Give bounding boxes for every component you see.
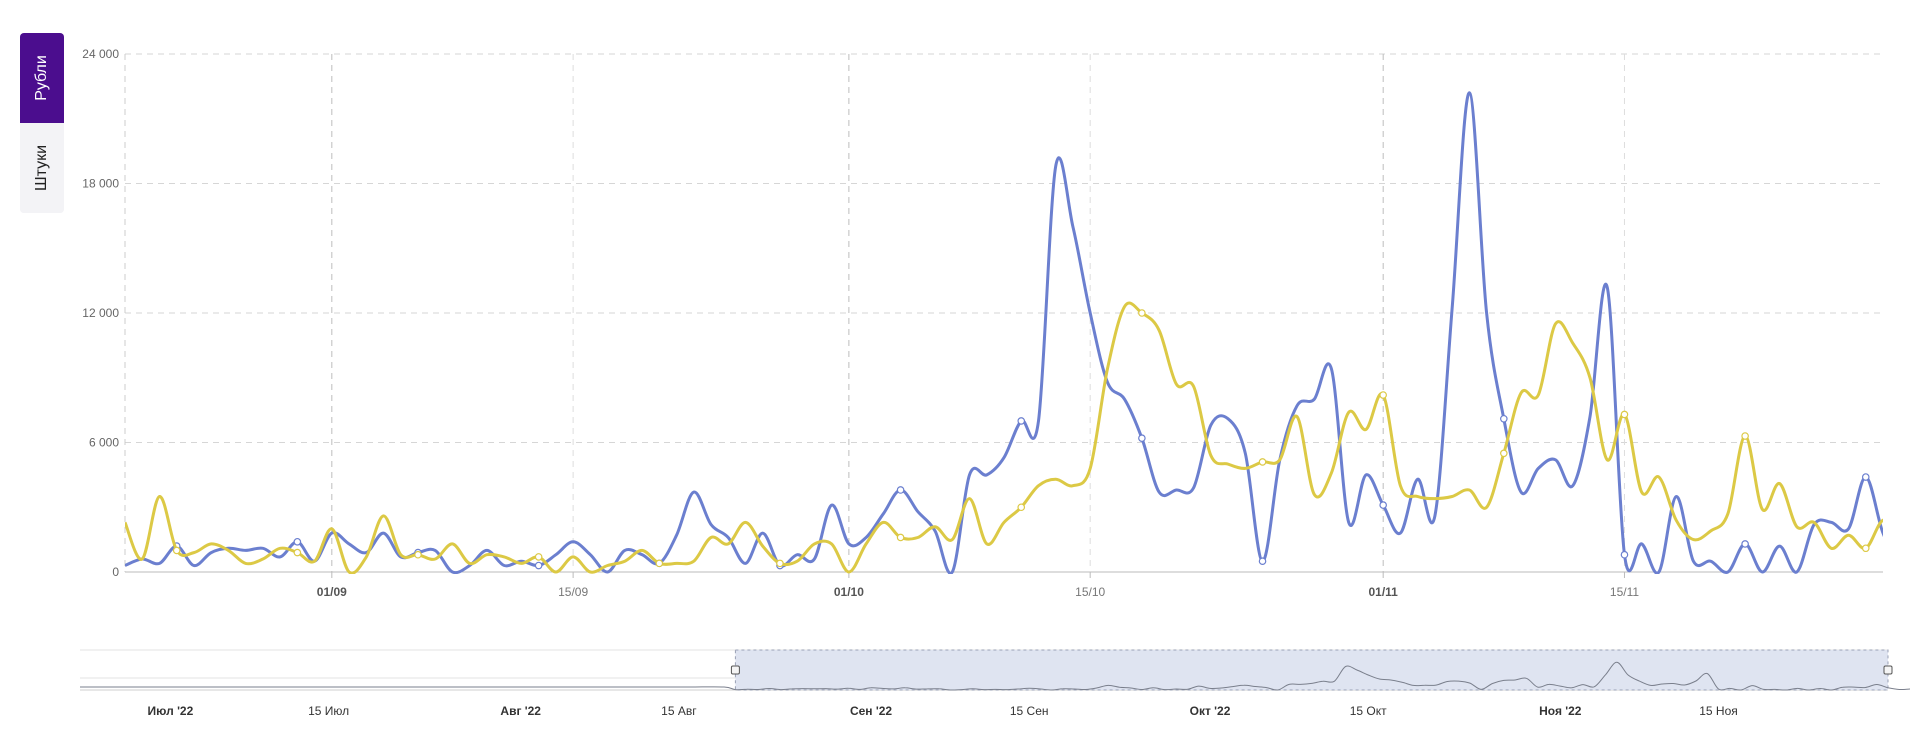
x-tick-label: 01/09 xyxy=(317,585,347,599)
series-point-0[interactable] xyxy=(1017,417,1026,425)
x-tick-label: 15/11 xyxy=(1610,585,1639,599)
navigator-tick-label: 15 Авг xyxy=(661,704,697,718)
x-tick-label: 01/10 xyxy=(834,585,864,599)
y-tick-label: 6 000 xyxy=(89,436,119,450)
series-point-0[interactable] xyxy=(1500,414,1508,423)
x-tick-label: 15/09 xyxy=(558,585,588,599)
navigator-tick-label: Сен '22 xyxy=(850,704,892,718)
navigator-right-handle[interactable] xyxy=(1883,665,1893,675)
series-point-1[interactable] xyxy=(414,550,422,559)
series-point-1[interactable] xyxy=(655,559,664,568)
series-point-1[interactable] xyxy=(1138,309,1146,317)
series-point-0[interactable] xyxy=(1138,434,1146,442)
series-point-0[interactable] xyxy=(1379,501,1387,509)
series-point-1[interactable] xyxy=(1017,503,1026,512)
navigator-tick-label: Окт '22 xyxy=(1190,704,1231,718)
plot-area xyxy=(125,91,1883,574)
series-point-1[interactable] xyxy=(1258,458,1267,466)
navigator-tick-label: 15 Окт xyxy=(1350,704,1387,718)
series-line-0 xyxy=(125,91,1883,574)
series-point-0[interactable] xyxy=(293,537,302,546)
series-point-0[interactable] xyxy=(896,486,905,494)
line-chart: 0 6 000 12 000 18 000 24 000 01/09 15/09 01/10 1… xyxy=(82,47,1883,599)
navigator-tick-label: 15 Июл xyxy=(308,704,349,718)
x-tick-label: 15/10 xyxy=(1075,585,1105,599)
series-point-0[interactable] xyxy=(1861,473,1870,481)
navigator-left-handle[interactable] xyxy=(730,665,740,675)
series-point-1[interactable] xyxy=(1620,410,1629,419)
navigator-tick-label: Июл '22 xyxy=(148,704,194,718)
series-point-1[interactable] xyxy=(534,553,543,561)
currency-toggle: Рубли Штуки xyxy=(20,33,64,213)
navigator-tick-label: 15 Ноя xyxy=(1699,704,1738,718)
series-point-1[interactable] xyxy=(776,559,784,568)
navigator-tick-label: 15 Сен xyxy=(1010,704,1049,718)
series-point-1[interactable] xyxy=(896,533,905,542)
navigator-tick-label: Ноя '22 xyxy=(1539,704,1582,718)
y-tick-label: 24 000 xyxy=(82,47,119,61)
series-point-1[interactable] xyxy=(1379,391,1387,399)
series-point-1[interactable] xyxy=(1741,432,1749,440)
series-point-1[interactable] xyxy=(172,546,181,555)
range-navigator[interactable]: Июл '22 15 Июл Авг '22 15 Авг Сен '22 15 Сен О… xyxy=(0,640,1910,740)
series-point-1[interactable] xyxy=(1500,449,1508,458)
series-point-1[interactable] xyxy=(293,548,302,557)
tab-rubles[interactable]: Рубли xyxy=(20,33,64,123)
series-point-0[interactable] xyxy=(1620,550,1629,559)
y-tick-label: 12 000 xyxy=(82,306,119,320)
y-tick-label: 0 xyxy=(112,565,119,579)
navigator-tick-label: Авг '22 xyxy=(500,704,541,718)
tab-pieces[interactable]: Штуки xyxy=(20,123,64,213)
y-tick-label: 18 000 xyxy=(82,177,119,191)
x-tick-label: 01/11 xyxy=(1368,585,1398,599)
series-point-0[interactable] xyxy=(534,561,543,570)
series-point-0[interactable] xyxy=(1258,557,1267,566)
series-line-1 xyxy=(125,301,1883,574)
navigator-mini-series xyxy=(80,661,1910,691)
series-point-0[interactable] xyxy=(1741,540,1749,548)
series-point-1[interactable] xyxy=(1861,544,1870,553)
